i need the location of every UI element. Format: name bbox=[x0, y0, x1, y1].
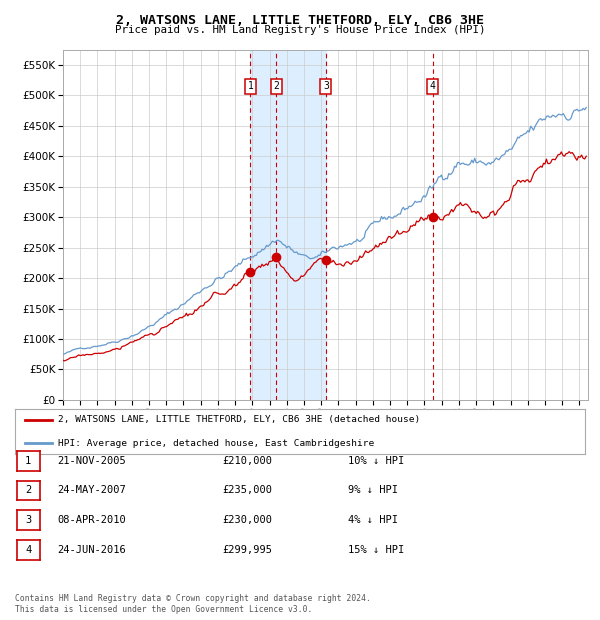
Text: Price paid vs. HM Land Registry's House Price Index (HPI): Price paid vs. HM Land Registry's House … bbox=[115, 25, 485, 35]
Text: 4: 4 bbox=[430, 81, 436, 91]
Text: 9% ↓ HPI: 9% ↓ HPI bbox=[348, 485, 398, 495]
Text: 1: 1 bbox=[25, 456, 31, 466]
Text: 4: 4 bbox=[25, 545, 31, 555]
Text: 24-MAY-2007: 24-MAY-2007 bbox=[57, 485, 126, 495]
Text: 3: 3 bbox=[25, 515, 31, 525]
Text: 2: 2 bbox=[274, 81, 280, 91]
Text: £210,000: £210,000 bbox=[222, 456, 272, 466]
Text: 24-JUN-2016: 24-JUN-2016 bbox=[57, 545, 126, 555]
Text: £235,000: £235,000 bbox=[222, 485, 272, 495]
Bar bbox=[250, 50, 326, 400]
Text: 10% ↓ HPI: 10% ↓ HPI bbox=[348, 456, 404, 466]
Text: 21-NOV-2005: 21-NOV-2005 bbox=[57, 456, 126, 466]
Text: Contains HM Land Registry data © Crown copyright and database right 2024.
This d: Contains HM Land Registry data © Crown c… bbox=[15, 595, 371, 614]
Text: HPI: Average price, detached house, East Cambridgeshire: HPI: Average price, detached house, East… bbox=[58, 438, 374, 448]
Text: 2, WATSONS LANE, LITTLE THETFORD, ELY, CB6 3HE: 2, WATSONS LANE, LITTLE THETFORD, ELY, C… bbox=[116, 14, 484, 27]
Text: 3: 3 bbox=[323, 81, 329, 91]
Text: 4% ↓ HPI: 4% ↓ HPI bbox=[348, 515, 398, 525]
Text: £299,995: £299,995 bbox=[222, 545, 272, 555]
Text: 08-APR-2010: 08-APR-2010 bbox=[57, 515, 126, 525]
Text: 2: 2 bbox=[25, 485, 31, 495]
Text: 1: 1 bbox=[248, 81, 253, 91]
Text: £230,000: £230,000 bbox=[222, 515, 272, 525]
Text: 15% ↓ HPI: 15% ↓ HPI bbox=[348, 545, 404, 555]
Text: 2, WATSONS LANE, LITTLE THETFORD, ELY, CB6 3HE (detached house): 2, WATSONS LANE, LITTLE THETFORD, ELY, C… bbox=[58, 415, 420, 425]
